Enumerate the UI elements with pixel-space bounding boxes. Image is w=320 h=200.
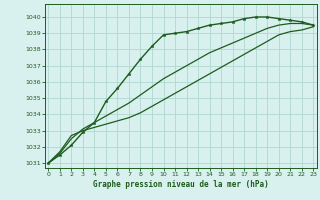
X-axis label: Graphe pression niveau de la mer (hPa): Graphe pression niveau de la mer (hPa) [93,180,269,189]
